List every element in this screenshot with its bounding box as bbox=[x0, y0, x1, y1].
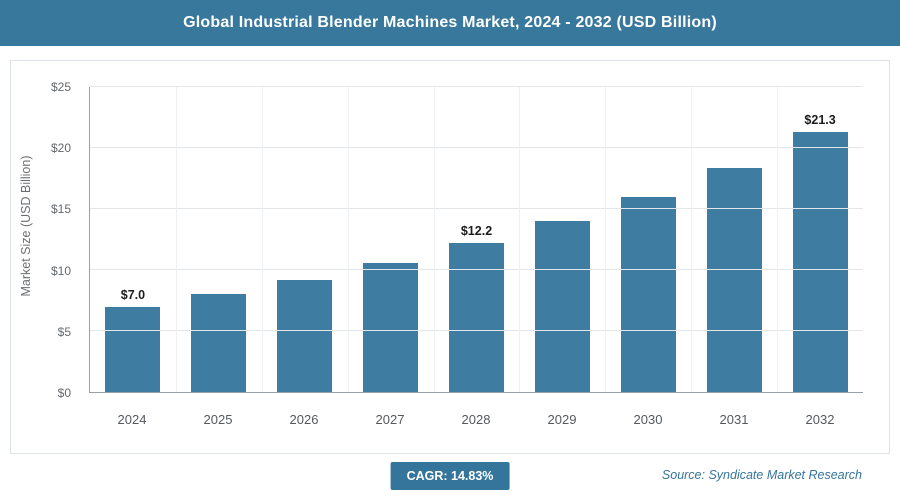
bar bbox=[792, 132, 848, 392]
gridline-vertical bbox=[261, 87, 263, 392]
bar-column bbox=[262, 87, 348, 392]
bar-data-label: $21.3 bbox=[804, 113, 836, 128]
bar bbox=[105, 306, 161, 392]
y-tick-label: $15 bbox=[50, 202, 71, 217]
gridline-vertical bbox=[519, 87, 521, 392]
gridline-vertical bbox=[433, 87, 435, 392]
gridline-vertical bbox=[605, 87, 607, 392]
x-tick-label: 2024 bbox=[117, 412, 147, 427]
y-axis-ticks: $0 $5 $10 $15 $20 $25 bbox=[11, 80, 83, 400]
x-tick-label: 2028 bbox=[461, 412, 491, 427]
cagr-badge: CAGR: 14.83% bbox=[390, 462, 510, 490]
gridline-vertical bbox=[175, 87, 177, 392]
bar-column bbox=[519, 87, 605, 392]
y-tick-label: $5 bbox=[57, 324, 71, 339]
plot-area: $7.0 $12.2 $21.3 bbox=[89, 86, 863, 393]
source-attribution: Source: Syndicate Market Research bbox=[661, 468, 862, 482]
gridline-vertical bbox=[347, 87, 349, 392]
gridline-vertical bbox=[777, 87, 779, 392]
chart-title-bar: Global Industrial Blender Machines Marke… bbox=[0, 0, 900, 46]
bar bbox=[363, 262, 419, 392]
chart-container: Market Size (USD Billion) $0 $5 $10 $15 $20 $… bbox=[10, 60, 890, 454]
gridline-horizontal bbox=[90, 269, 863, 270]
y-tick-label: $10 bbox=[50, 263, 71, 278]
bar-column bbox=[176, 87, 262, 392]
x-tick-label: 2025 bbox=[203, 412, 233, 427]
gridline-horizontal bbox=[90, 208, 863, 209]
x-tick-label: 2029 bbox=[547, 412, 577, 427]
bar-data-label: $7.0 bbox=[120, 287, 146, 302]
bar bbox=[191, 294, 247, 392]
x-tick-label: 2027 bbox=[375, 412, 405, 427]
x-tick-label: 2032 bbox=[805, 412, 835, 427]
bar bbox=[534, 221, 590, 392]
gridline-vertical bbox=[691, 87, 693, 392]
bars-group: $7.0 $12.2 $21.3 bbox=[90, 87, 863, 392]
x-tick-label: 2030 bbox=[633, 412, 663, 427]
bar-column: $21.3 bbox=[777, 87, 863, 392]
y-tick-label: $20 bbox=[50, 141, 71, 156]
y-tick-label: $25 bbox=[50, 80, 71, 94]
bar-column: $12.2 bbox=[434, 87, 520, 392]
gridline-horizontal bbox=[90, 330, 863, 331]
bar-column bbox=[691, 87, 777, 392]
x-tick-label: 2026 bbox=[289, 412, 319, 427]
bar-column bbox=[605, 87, 691, 392]
x-axis-labels: 2024 2025 2026 2027 2028 2029 2030 2031 2032 bbox=[89, 412, 863, 427]
bar-column bbox=[348, 87, 434, 392]
gridline-horizontal bbox=[90, 147, 863, 148]
gridline-horizontal bbox=[90, 86, 863, 87]
chart-footer: CAGR: 14.83% Source: Syndicate Market Re… bbox=[10, 454, 890, 500]
y-tick-label: $0 bbox=[57, 386, 71, 400]
bar bbox=[620, 196, 676, 392]
bar-data-label: $12.2 bbox=[460, 224, 493, 239]
bar-column: $7.0 bbox=[90, 87, 176, 392]
page-title: Global Industrial Blender Machines Marke… bbox=[183, 14, 717, 31]
bar bbox=[277, 279, 333, 392]
bar bbox=[706, 167, 762, 392]
x-tick-label: 2031 bbox=[719, 412, 749, 427]
bar bbox=[449, 243, 504, 392]
